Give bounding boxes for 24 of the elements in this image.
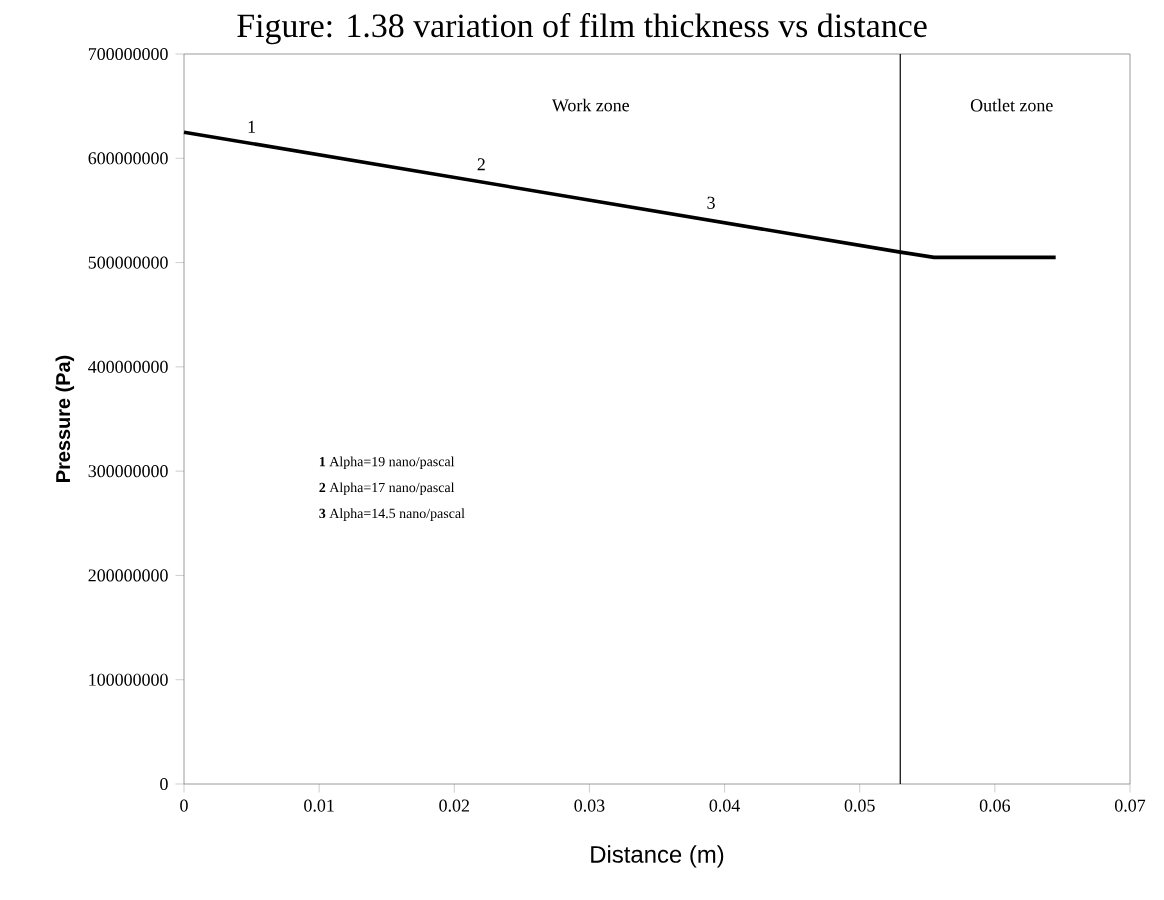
y-tick-label: 700000000 (88, 47, 168, 61)
y-tick-label: 0 (160, 777, 168, 791)
annotation: 3 (707, 196, 715, 209)
annotation: Work zone (551, 98, 630, 112)
y-tick-label: 300000000 (88, 465, 168, 478)
y-tick-label: 100000000 (89, 673, 168, 686)
y-tick-label: 200000000 (88, 569, 168, 582)
annotation: Outlet zone (970, 98, 1053, 112)
x-tick-label: 0.07 (1115, 799, 1146, 812)
x-tick-label: 0.01 (304, 799, 334, 812)
x-tick-label: 0.02 (439, 799, 469, 812)
x-tick-label: 0.04 (709, 799, 740, 812)
x-tick-label: 0.05 (844, 799, 875, 812)
y-tick-label: 400000000 (88, 360, 168, 373)
y-axis-title: Pressure (Pa) (55, 355, 75, 482)
annotation: 2 (477, 158, 485, 171)
x-tick-label: 0.03 (574, 799, 605, 812)
x-tick-label: 0 (180, 799, 188, 812)
y-tick-label: 600000000 (88, 152, 168, 165)
x-tick-label: 0.06 (979, 799, 1011, 812)
annotation: 1 (248, 120, 255, 133)
chart-title: Figure: 1.38 variation of film thickness vs distance (237, 13, 927, 45)
x-axis-title: Distance (m) (591, 845, 724, 868)
y-tick-label: 500000000 (88, 256, 168, 269)
